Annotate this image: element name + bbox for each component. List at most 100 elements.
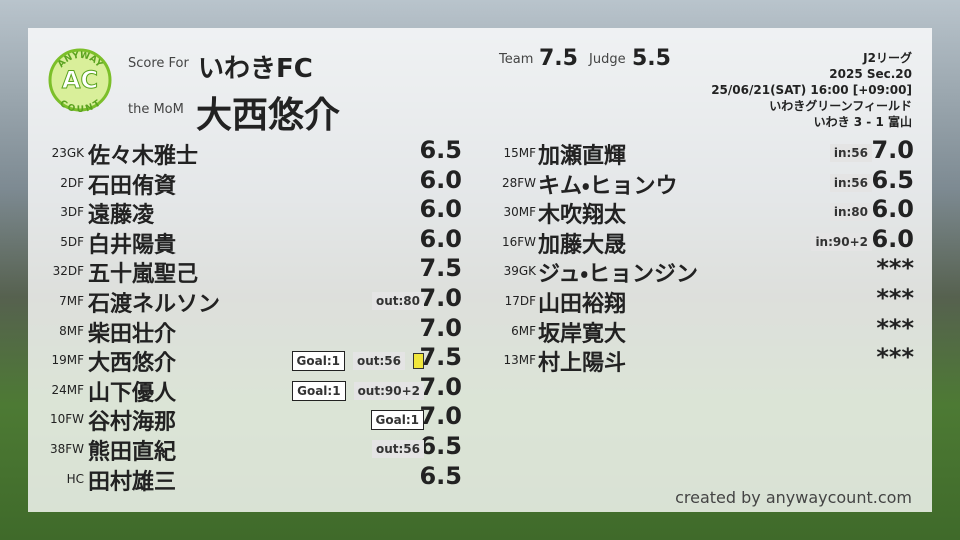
player-tags: in:80 <box>829 203 872 222</box>
player-name: 五十嵐聖己 <box>88 262 199 288</box>
player-score: 6.5 <box>419 136 462 164</box>
match-line: いわき 3 - 1 富山 <box>813 115 912 129</box>
judge-label: Judge <box>589 52 626 67</box>
player-number: 2DF <box>60 175 84 190</box>
player-name: 山下優人 <box>88 380 177 406</box>
player-score: 6.0 <box>871 224 914 253</box>
out-tag: out:56 <box>371 440 424 458</box>
player-score: 6.0 <box>419 195 462 224</box>
player-name: ジュ・ヒョンジン <box>538 262 698 288</box>
score-for-label: Score For <box>128 56 189 71</box>
out-tag: out:56 <box>352 352 405 371</box>
player-score: *** <box>876 254 914 283</box>
player-number: 6MF <box>511 323 536 338</box>
player-score: 7.0 <box>419 372 462 401</box>
player-score: 7.0 <box>419 284 462 312</box>
player-tags: out:56 <box>371 440 424 458</box>
goal-tag: Goal:1 <box>292 380 346 401</box>
match-line: いわきグリーンフィールド <box>769 99 912 113</box>
in-tag: in:80 <box>829 203 872 222</box>
player-number: 16FW <box>501 234 536 249</box>
player-number: 7MF <box>59 294 84 308</box>
player-number: 28FW <box>501 175 536 190</box>
player-tags: Goal:1 out:56 <box>291 351 424 372</box>
player-score: 7.0 <box>419 402 462 431</box>
player-name: 石渡ネルソン <box>88 292 221 317</box>
player-number: HC <box>66 471 84 486</box>
match-info: J2リーグ 2025 Sec.20 25/06/21(SAT) 16:00 [+09… <box>711 50 912 130</box>
in-tag: in:90+2 <box>811 232 872 251</box>
panel <box>28 28 932 512</box>
player-number: 23GK <box>51 146 84 160</box>
player-score: 6.5 <box>419 461 462 490</box>
mom-label: the MoM <box>128 102 184 117</box>
match-line: 2025 Sec.20 <box>829 67 912 81</box>
player-number: 30MF <box>503 205 536 220</box>
player-tags: Goal:1 <box>370 410 424 431</box>
in-tag: in:56 <box>829 144 872 162</box>
player-number: 3DF <box>60 205 84 220</box>
in-tag: in:56 <box>829 173 872 192</box>
player-tags: Goal:1 out:90+2 <box>292 380 424 401</box>
player-number: 15MF <box>503 146 536 160</box>
judge-score: 5.5 <box>632 46 671 71</box>
player-name: 坂岸寛大 <box>538 321 627 347</box>
mom-name: 大西悠介 <box>196 95 341 136</box>
player-score: 6.5 <box>871 165 914 194</box>
player-tags: in:56 <box>829 144 872 162</box>
player-name: 加瀬直輝 <box>538 144 627 169</box>
player-number: 13MF <box>503 353 536 368</box>
player-tags: out:80 <box>371 292 424 310</box>
player-number: 38FW <box>49 442 84 456</box>
player-tags: in:90+2 <box>811 232 872 251</box>
player-name: キム・ヒョンウ <box>538 173 678 199</box>
player-score: 6.0 <box>419 165 462 194</box>
player-name: 遠藤凌 <box>88 203 155 229</box>
player-score: 7.0 <box>419 313 462 342</box>
player-number: 17DF <box>504 294 536 308</box>
player-tags: in:56 <box>829 173 872 192</box>
card <box>413 353 424 370</box>
player-name: 谷村海那 <box>88 410 177 436</box>
team-score: 7.5 <box>539 46 578 71</box>
match-line: J2リーグ <box>863 51 912 65</box>
player-name: 山田裕翔 <box>538 292 627 317</box>
logo-mark: AC <box>62 66 98 94</box>
player-name: 加藤大晟 <box>538 232 627 258</box>
player-number: 24MF <box>51 382 84 397</box>
player-number: 8MF <box>59 323 84 338</box>
player-score: 6.0 <box>419 224 462 253</box>
team-label: Team <box>499 52 534 67</box>
goal-tag: Goal:1 <box>291 351 345 372</box>
player-name: 木吹翔太 <box>538 203 627 229</box>
player-number: 39GK <box>503 264 536 279</box>
player-score: 7.5 <box>419 254 462 283</box>
player-name: 熊田直紀 <box>88 440 177 465</box>
player-name: 田村雄三 <box>88 469 177 495</box>
player-number: 10FW <box>49 412 84 427</box>
player-name: 村上陽斗 <box>538 351 627 377</box>
player-number: 19MF <box>51 353 84 368</box>
match-line: 25/06/21(SAT) 16:00 [+09:00] <box>711 83 912 97</box>
player-name: 柴田壮介 <box>88 321 177 347</box>
player-score: 6.0 <box>871 195 914 224</box>
player-name: 佐々木雅士 <box>88 144 199 169</box>
out-tag: out:90+2 <box>353 381 424 400</box>
player-score: *** <box>876 313 914 342</box>
player-number: 32DF <box>52 264 84 279</box>
team-name: いわきFC <box>198 54 313 84</box>
logo: ANYWAY COUNT AC <box>48 48 112 112</box>
player-number: 5DF <box>60 234 84 249</box>
player-name: 石田侑資 <box>88 173 177 199</box>
player-name: 白井陽貴 <box>88 232 177 258</box>
player-score: *** <box>876 284 914 312</box>
player-score: 6.5 <box>419 432 462 460</box>
goal-tag: Goal:1 <box>370 410 424 431</box>
player-name: 大西悠介 <box>88 351 177 377</box>
out-tag: out:80 <box>371 292 424 310</box>
footer: created by anywaycount.com <box>675 488 912 507</box>
player-score: *** <box>876 343 914 372</box>
player-score: 7.0 <box>871 136 914 164</box>
player-score: 7.5 <box>419 343 462 372</box>
